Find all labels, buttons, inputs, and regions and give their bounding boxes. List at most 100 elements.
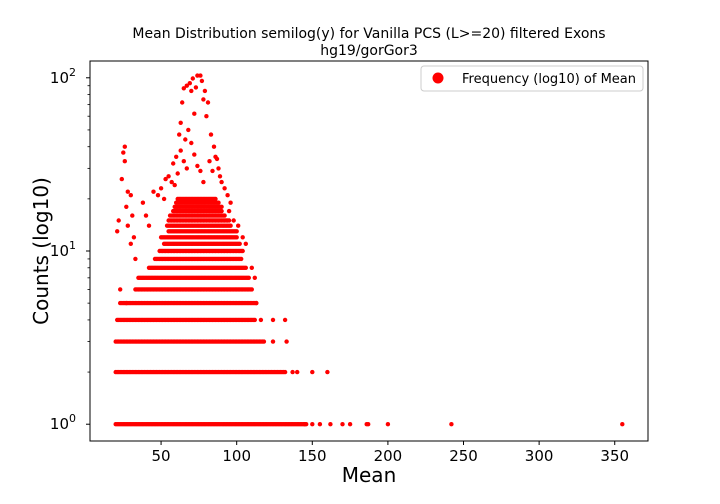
data-point [161, 196, 167, 202]
data-point [174, 154, 179, 159]
x-tick-label: 100 [222, 447, 251, 465]
data-point [234, 235, 239, 240]
data-point [249, 265, 254, 270]
data-point [198, 73, 203, 78]
y-tick-label: 102 [50, 66, 76, 87]
legend-box [420, 65, 644, 92]
data-point [243, 265, 248, 270]
data-point [282, 369, 288, 375]
data-point [184, 166, 189, 171]
x-tick-label: 50 [152, 447, 171, 465]
data-point [124, 204, 129, 209]
data-point [246, 275, 251, 280]
data-point [222, 213, 227, 218]
data-point [366, 422, 371, 427]
y-axis-label: Counts (log10) [29, 177, 53, 325]
data-point [155, 193, 161, 198]
x-tick-label: 350 [600, 447, 629, 465]
data-point [261, 339, 267, 344]
data-point [620, 422, 625, 427]
y-tick-label: 100 [50, 412, 76, 433]
data-point [199, 78, 205, 84]
data-point [214, 156, 220, 162]
x-tick-label: 150 [298, 447, 327, 465]
data-point [225, 193, 230, 198]
data-point [195, 163, 200, 169]
data-point [143, 213, 149, 218]
data-point [136, 275, 141, 280]
data-point [189, 140, 194, 146]
data-point [124, 300, 129, 306]
data-point [237, 241, 242, 246]
legend: Frequency (log10) of Mean [420, 65, 644, 92]
data-point [187, 81, 192, 86]
data-point [290, 369, 295, 375]
data-point [270, 339, 276, 344]
data-point [163, 176, 168, 182]
data-point [258, 317, 264, 323]
data-point [252, 275, 257, 280]
data-point [252, 317, 257, 323]
data-point [449, 422, 454, 427]
data-point [219, 204, 224, 209]
data-point [189, 88, 194, 94]
data-point [205, 100, 211, 105]
data-point [213, 196, 218, 202]
data-point [239, 256, 244, 262]
x-tick-label: 200 [374, 447, 403, 465]
data-point [171, 161, 176, 166]
data-point [222, 186, 227, 191]
data-point [385, 422, 391, 427]
data-point [184, 83, 189, 88]
data-point [119, 176, 125, 182]
legend-label: Frequency (log10) of Mean [462, 72, 636, 87]
data-points [113, 73, 625, 427]
data-point [228, 200, 233, 205]
x-tick-label: 250 [449, 447, 478, 465]
data-point [193, 85, 199, 90]
x-tick-label: 300 [525, 447, 554, 465]
data-point [211, 144, 217, 149]
data-point [347, 422, 353, 427]
data-point [210, 168, 215, 174]
data-point [204, 114, 209, 119]
data-point [172, 182, 177, 188]
data-point [116, 218, 121, 223]
data-point [219, 179, 224, 185]
data-point [201, 179, 206, 185]
data-point [125, 189, 130, 194]
data-point [226, 218, 232, 223]
data-point [128, 241, 133, 246]
data-point [207, 159, 212, 164]
data-point [202, 88, 208, 94]
data-point [201, 97, 206, 102]
chart-subtitle: hg19/gorGor3 [320, 43, 418, 59]
data-point [169, 179, 174, 185]
data-point [217, 174, 223, 179]
data-point [325, 369, 330, 375]
y-axis-ticks: 100 101 102 [50, 66, 90, 433]
data-point [118, 287, 123, 292]
data-point [121, 150, 126, 155]
data-point [310, 422, 315, 427]
data-point [151, 189, 156, 194]
data-point [183, 137, 188, 142]
data-point [158, 186, 164, 191]
data-point [192, 111, 197, 116]
x-axis-ticks: 50 100 150 200 250 300 350 [152, 441, 629, 465]
data-point [181, 86, 186, 91]
data-point [122, 144, 128, 149]
data-point [317, 422, 323, 427]
data-point [198, 168, 203, 174]
data-point [270, 317, 276, 323]
data-point [125, 223, 130, 228]
legend-marker [432, 72, 444, 84]
data-point [216, 166, 221, 171]
data-point [226, 208, 232, 214]
data-point [128, 193, 133, 198]
data-point [177, 132, 182, 137]
data-point [181, 159, 186, 164]
data-point [115, 229, 120, 234]
data-point [180, 100, 185, 105]
